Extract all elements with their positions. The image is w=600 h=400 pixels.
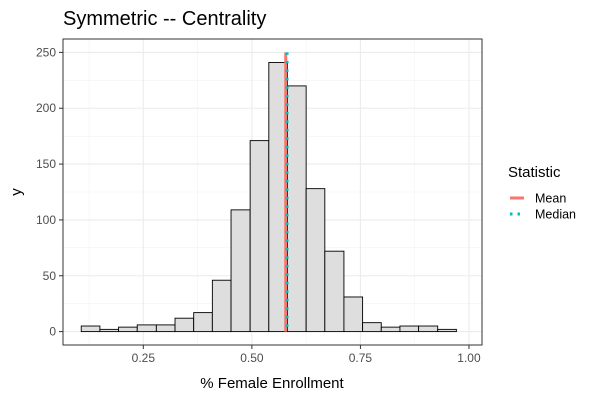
histogram-bar bbox=[211, 279, 232, 333]
x-axis: 0.25 0.50 0.75 1.00 bbox=[132, 345, 481, 365]
y-tick-label: 200 bbox=[36, 101, 56, 115]
legend-label: Median bbox=[535, 208, 576, 222]
y-tick-label: 0 bbox=[49, 325, 56, 339]
plot-panel bbox=[62, 38, 483, 346]
histogram-bar bbox=[230, 209, 251, 333]
histogram-bars bbox=[80, 62, 457, 333]
y-tick-label: 100 bbox=[36, 213, 56, 227]
x-tick-label: 0.50 bbox=[240, 351, 264, 365]
histogram-bar bbox=[324, 250, 345, 333]
histogram-bar bbox=[437, 328, 457, 333]
histogram-bar bbox=[99, 328, 120, 333]
y-axis-title: y bbox=[8, 188, 25, 196]
y-tick-label: 150 bbox=[36, 157, 56, 171]
y-axis: 0 50 100 150 200 250 bbox=[36, 45, 63, 339]
chart-title: Symmetric -- Centrality bbox=[63, 8, 266, 30]
y-tick-label: 50 bbox=[43, 269, 57, 283]
histogram-bar bbox=[174, 317, 195, 333]
histogram-bar bbox=[305, 188, 326, 333]
legend-key-median: Median bbox=[510, 208, 576, 222]
x-tick-label: 0.25 bbox=[132, 351, 156, 365]
legend-key-mean: Mean bbox=[510, 192, 566, 206]
x-tick-label: 1.00 bbox=[457, 351, 481, 365]
histogram-bar bbox=[193, 312, 213, 333]
histogram-bar bbox=[418, 325, 439, 333]
histogram-bar bbox=[118, 326, 138, 333]
x-tick-label: 0.75 bbox=[349, 351, 373, 365]
histogram-bar bbox=[136, 324, 157, 333]
legend-label: Mean bbox=[535, 192, 566, 206]
histogram-bar bbox=[380, 326, 401, 333]
y-tick-label: 250 bbox=[36, 45, 56, 59]
histogram-bar bbox=[399, 325, 420, 333]
x-axis-title: % Female Enrollment bbox=[200, 375, 344, 392]
histogram-bar bbox=[155, 324, 176, 333]
legend: Statistic Mean Median bbox=[508, 164, 576, 222]
panel-border bbox=[62, 38, 483, 346]
histogram-bar bbox=[249, 140, 270, 333]
histogram-bar bbox=[343, 296, 364, 333]
histogram-bar bbox=[362, 322, 382, 333]
statistic-lines bbox=[284, 52, 289, 332]
histogram-bar bbox=[287, 85, 307, 333]
legend-title: Statistic bbox=[508, 164, 561, 181]
histogram-bar bbox=[80, 325, 101, 333]
